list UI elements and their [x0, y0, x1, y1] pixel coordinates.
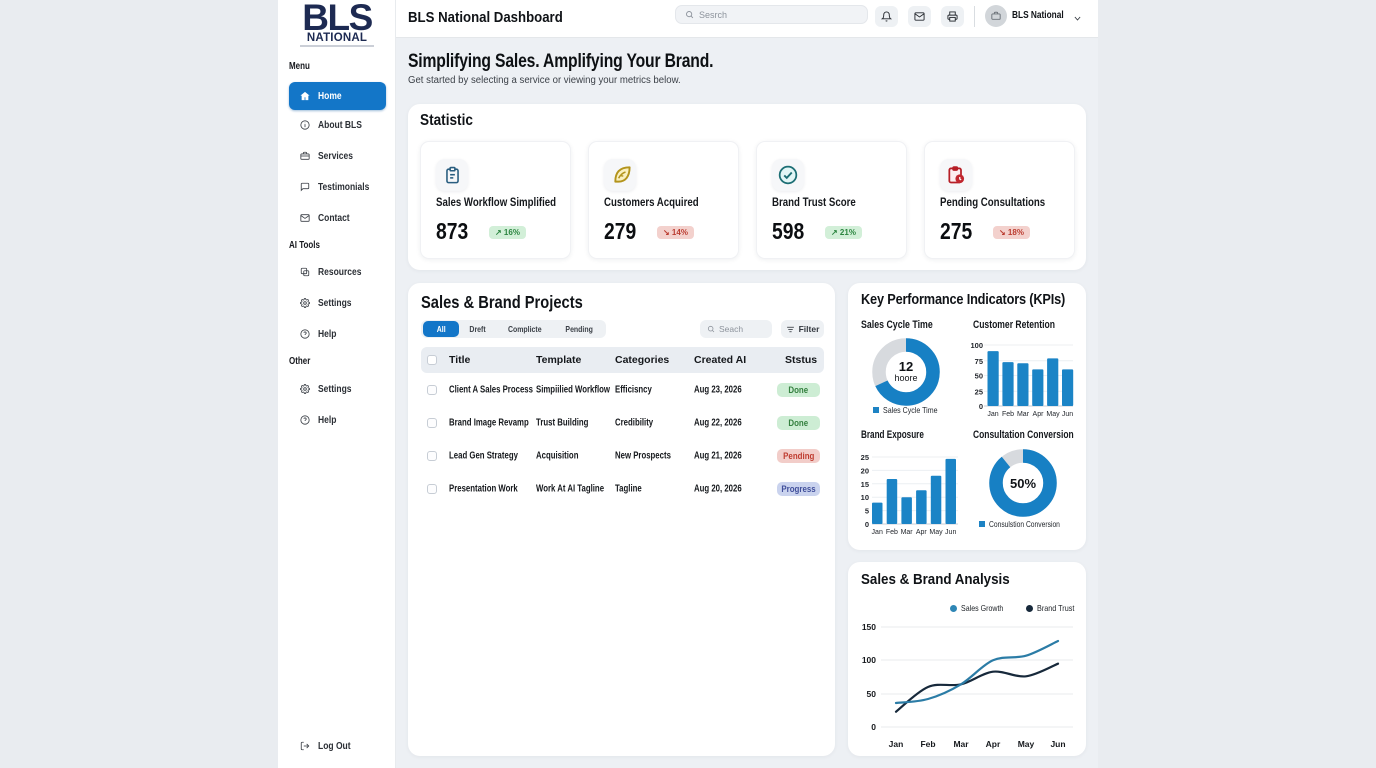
svg-text:Jan: Jan — [872, 529, 883, 536]
svg-text:Feb: Feb — [920, 739, 935, 749]
svg-text:75: 75 — [975, 357, 983, 366]
svg-text:25: 25 — [861, 453, 869, 462]
svg-text:5: 5 — [865, 507, 869, 516]
svg-text:Mar: Mar — [1017, 411, 1030, 418]
svg-text:May: May — [1018, 739, 1035, 749]
svg-text:15: 15 — [861, 480, 869, 489]
svg-text:0: 0 — [865, 520, 869, 529]
svg-text:0: 0 — [871, 722, 876, 732]
svg-text:Apr: Apr — [916, 529, 928, 536]
svg-text:100: 100 — [970, 341, 983, 350]
svg-text:20: 20 — [861, 466, 869, 475]
svg-text:50: 50 — [975, 372, 983, 381]
svg-text:25: 25 — [975, 387, 983, 396]
svg-text:Jun: Jun — [945, 529, 956, 536]
svg-text:Feb: Feb — [886, 529, 898, 536]
svg-text:Jun: Jun — [1062, 411, 1073, 418]
svg-text:100: 100 — [862, 655, 876, 665]
svg-text:Apr: Apr — [1033, 411, 1045, 418]
svg-text:Jan: Jan — [987, 411, 998, 418]
svg-text:May: May — [929, 529, 943, 536]
svg-text:0: 0 — [979, 402, 983, 411]
svg-text:May: May — [1046, 411, 1060, 418]
svg-text:Feb: Feb — [1002, 411, 1014, 418]
svg-text:Mar: Mar — [901, 529, 914, 536]
svg-text:150: 150 — [862, 622, 876, 632]
svg-text:50: 50 — [867, 689, 877, 699]
svg-text:10: 10 — [861, 493, 869, 502]
svg-text:Mar: Mar — [953, 739, 969, 749]
svg-text:Jan: Jan — [889, 739, 904, 749]
svg-text:Jun: Jun — [1050, 739, 1065, 749]
svg-text:Apr: Apr — [986, 739, 1001, 749]
